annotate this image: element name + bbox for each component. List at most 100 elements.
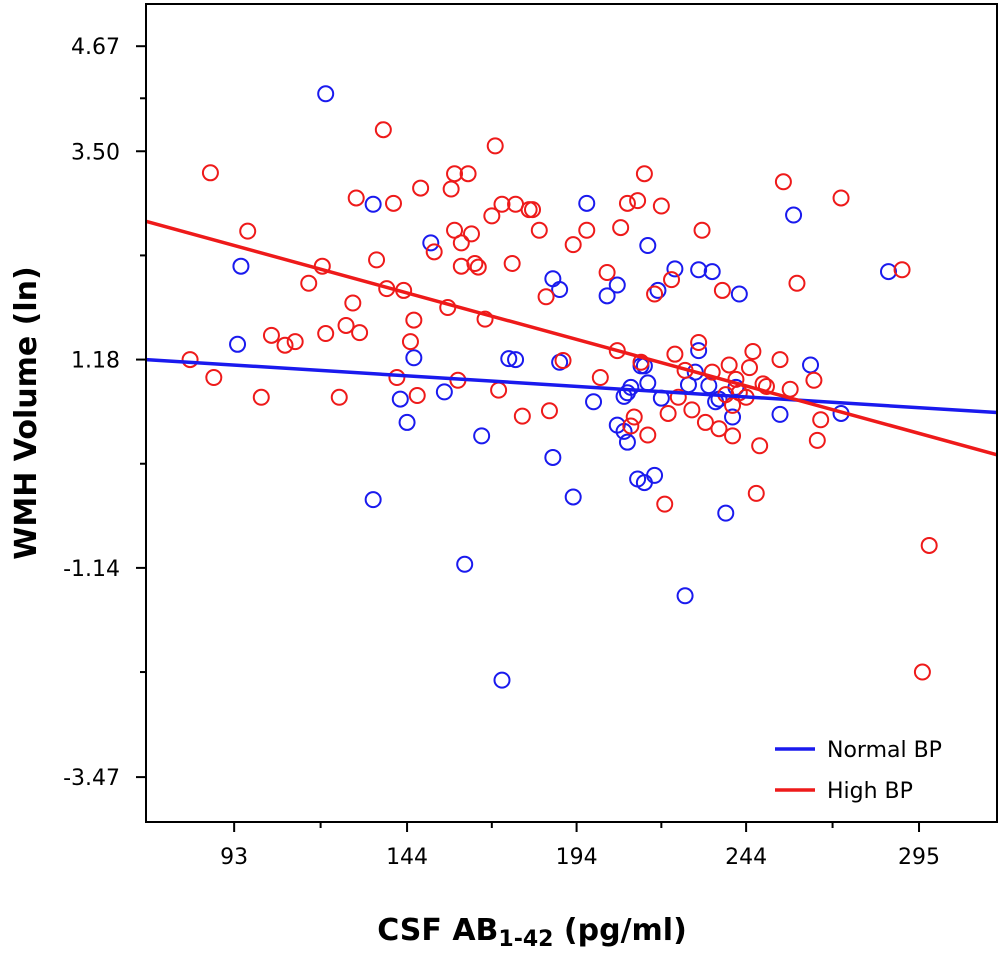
data-point-high-bp [652, 197, 670, 215]
y-axis-ticks: 4.67 3.50 1.18 -1.14 -3.47 [63, 35, 146, 791]
data-point-high-bp [646, 285, 664, 303]
data-point-normal-bp [686, 363, 704, 381]
data-point-high-bp [812, 411, 830, 429]
data-points [181, 85, 938, 689]
y-tick-label: 4.67 [71, 35, 120, 60]
x-axis-title-main: CSF AB [377, 913, 498, 948]
data-point-high-bp [351, 324, 369, 342]
data-point-high-bp [747, 484, 765, 502]
data-point-high-bp [452, 234, 470, 252]
data-point-high-bp [751, 437, 769, 455]
data-point-normal-bp [435, 383, 453, 401]
legend: Normal BP High BP [775, 738, 942, 804]
data-point-high-bp [669, 388, 687, 406]
data-point-high-bp [635, 165, 653, 183]
y-axis-title: WMH Volume (ln) [9, 266, 44, 559]
data-point-high-bp [913, 663, 931, 681]
data-point-high-bp [591, 369, 609, 387]
x-axis-title-subscript: 1-42 [498, 927, 553, 952]
data-point-high-bp [181, 351, 199, 369]
data-point-high-bp [564, 236, 582, 254]
data-point-normal-bp [232, 257, 250, 275]
data-point-high-bp [693, 221, 711, 239]
data-point-normal-bp [676, 587, 694, 605]
data-point-high-bp [286, 333, 304, 351]
data-point-normal-bp [771, 405, 789, 423]
x-tick-label: 194 [556, 845, 598, 870]
data-point-normal-bp [717, 504, 735, 522]
data-point-high-bp [639, 426, 657, 444]
data-point-high-bp [262, 326, 280, 344]
data-point-high-bp [805, 371, 823, 389]
data-point-high-bp [459, 165, 477, 183]
data-point-high-bp [469, 258, 487, 276]
data-point-high-bp [622, 417, 640, 435]
data-point-normal-bp [646, 466, 664, 484]
data-point-high-bp [744, 342, 762, 360]
data-point-high-bp [578, 221, 596, 239]
data-point-normal-bp [229, 335, 247, 353]
data-point-high-bp [388, 369, 406, 387]
data-point-high-bp [405, 311, 423, 329]
data-point-high-bp [893, 261, 911, 279]
data-point-high-bp [554, 351, 572, 369]
data-point-high-bp [703, 363, 721, 381]
data-point-high-bp [503, 254, 521, 272]
data-point-normal-bp [785, 206, 803, 224]
data-point-high-bp [317, 325, 335, 343]
data-point-high-bp [486, 137, 504, 155]
data-point-high-bp [401, 333, 419, 351]
data-point-high-bp [530, 221, 548, 239]
data-point-high-bp [598, 263, 616, 281]
x-tick-label: 244 [725, 845, 767, 870]
data-point-high-bp [832, 189, 850, 207]
data-point-high-bp [462, 225, 480, 243]
x-axis-title: CSF AB1-42 (pg/ml) [377, 913, 687, 952]
data-point-normal-bp [422, 234, 440, 252]
data-point-high-bp [629, 192, 647, 210]
data-point-normal-bp [578, 194, 596, 212]
data-point-high-bp [476, 310, 494, 328]
data-point-normal-bp [880, 263, 898, 281]
data-point-high-bp [788, 274, 806, 292]
data-point-normal-bp [608, 276, 626, 294]
x-tick-label: 144 [386, 845, 428, 870]
data-point-high-bp [205, 369, 223, 387]
data-point-high-bp [201, 164, 219, 182]
data-point-high-bp [666, 345, 684, 363]
regression-line-normal-bp [145, 357, 998, 415]
data-point-high-bp [513, 407, 531, 425]
data-point-high-bp [239, 222, 257, 240]
data-point-normal-bp [500, 350, 518, 368]
data-point-high-bp [690, 334, 708, 352]
data-point-high-bp [625, 408, 643, 426]
data-point-normal-bp [618, 433, 636, 451]
x-axis-title-tail: (pg/ml) [553, 913, 686, 948]
data-point-high-bp [683, 401, 701, 419]
data-point-high-bp [757, 378, 775, 396]
legend-label-normal-bp: Normal BP [827, 738, 942, 763]
data-point-high-bp [330, 388, 348, 406]
data-point-normal-bp [405, 349, 423, 367]
data-point-high-bp [720, 356, 738, 374]
data-point-high-bp [368, 251, 386, 269]
data-point-normal-bp [703, 263, 721, 281]
data-point-normal-bp [364, 491, 382, 509]
data-point-normal-bp [666, 260, 684, 278]
data-point-high-bp [466, 254, 484, 272]
x-tick-label: 93 [220, 845, 248, 870]
data-point-high-bp [608, 342, 626, 360]
data-point-high-bp [808, 431, 826, 449]
data-point-normal-bp [730, 285, 748, 303]
data-point-normal-bp [391, 390, 409, 408]
data-point-high-bp [412, 179, 430, 197]
data-point-high-bp [740, 359, 758, 377]
data-point-high-bp [632, 353, 650, 371]
data-point-normal-bp [317, 85, 335, 103]
data-point-high-bp [300, 274, 318, 292]
data-point-high-bp [425, 243, 443, 261]
data-point-high-bp [524, 201, 542, 219]
y-tick-label: 1.18 [71, 349, 120, 374]
